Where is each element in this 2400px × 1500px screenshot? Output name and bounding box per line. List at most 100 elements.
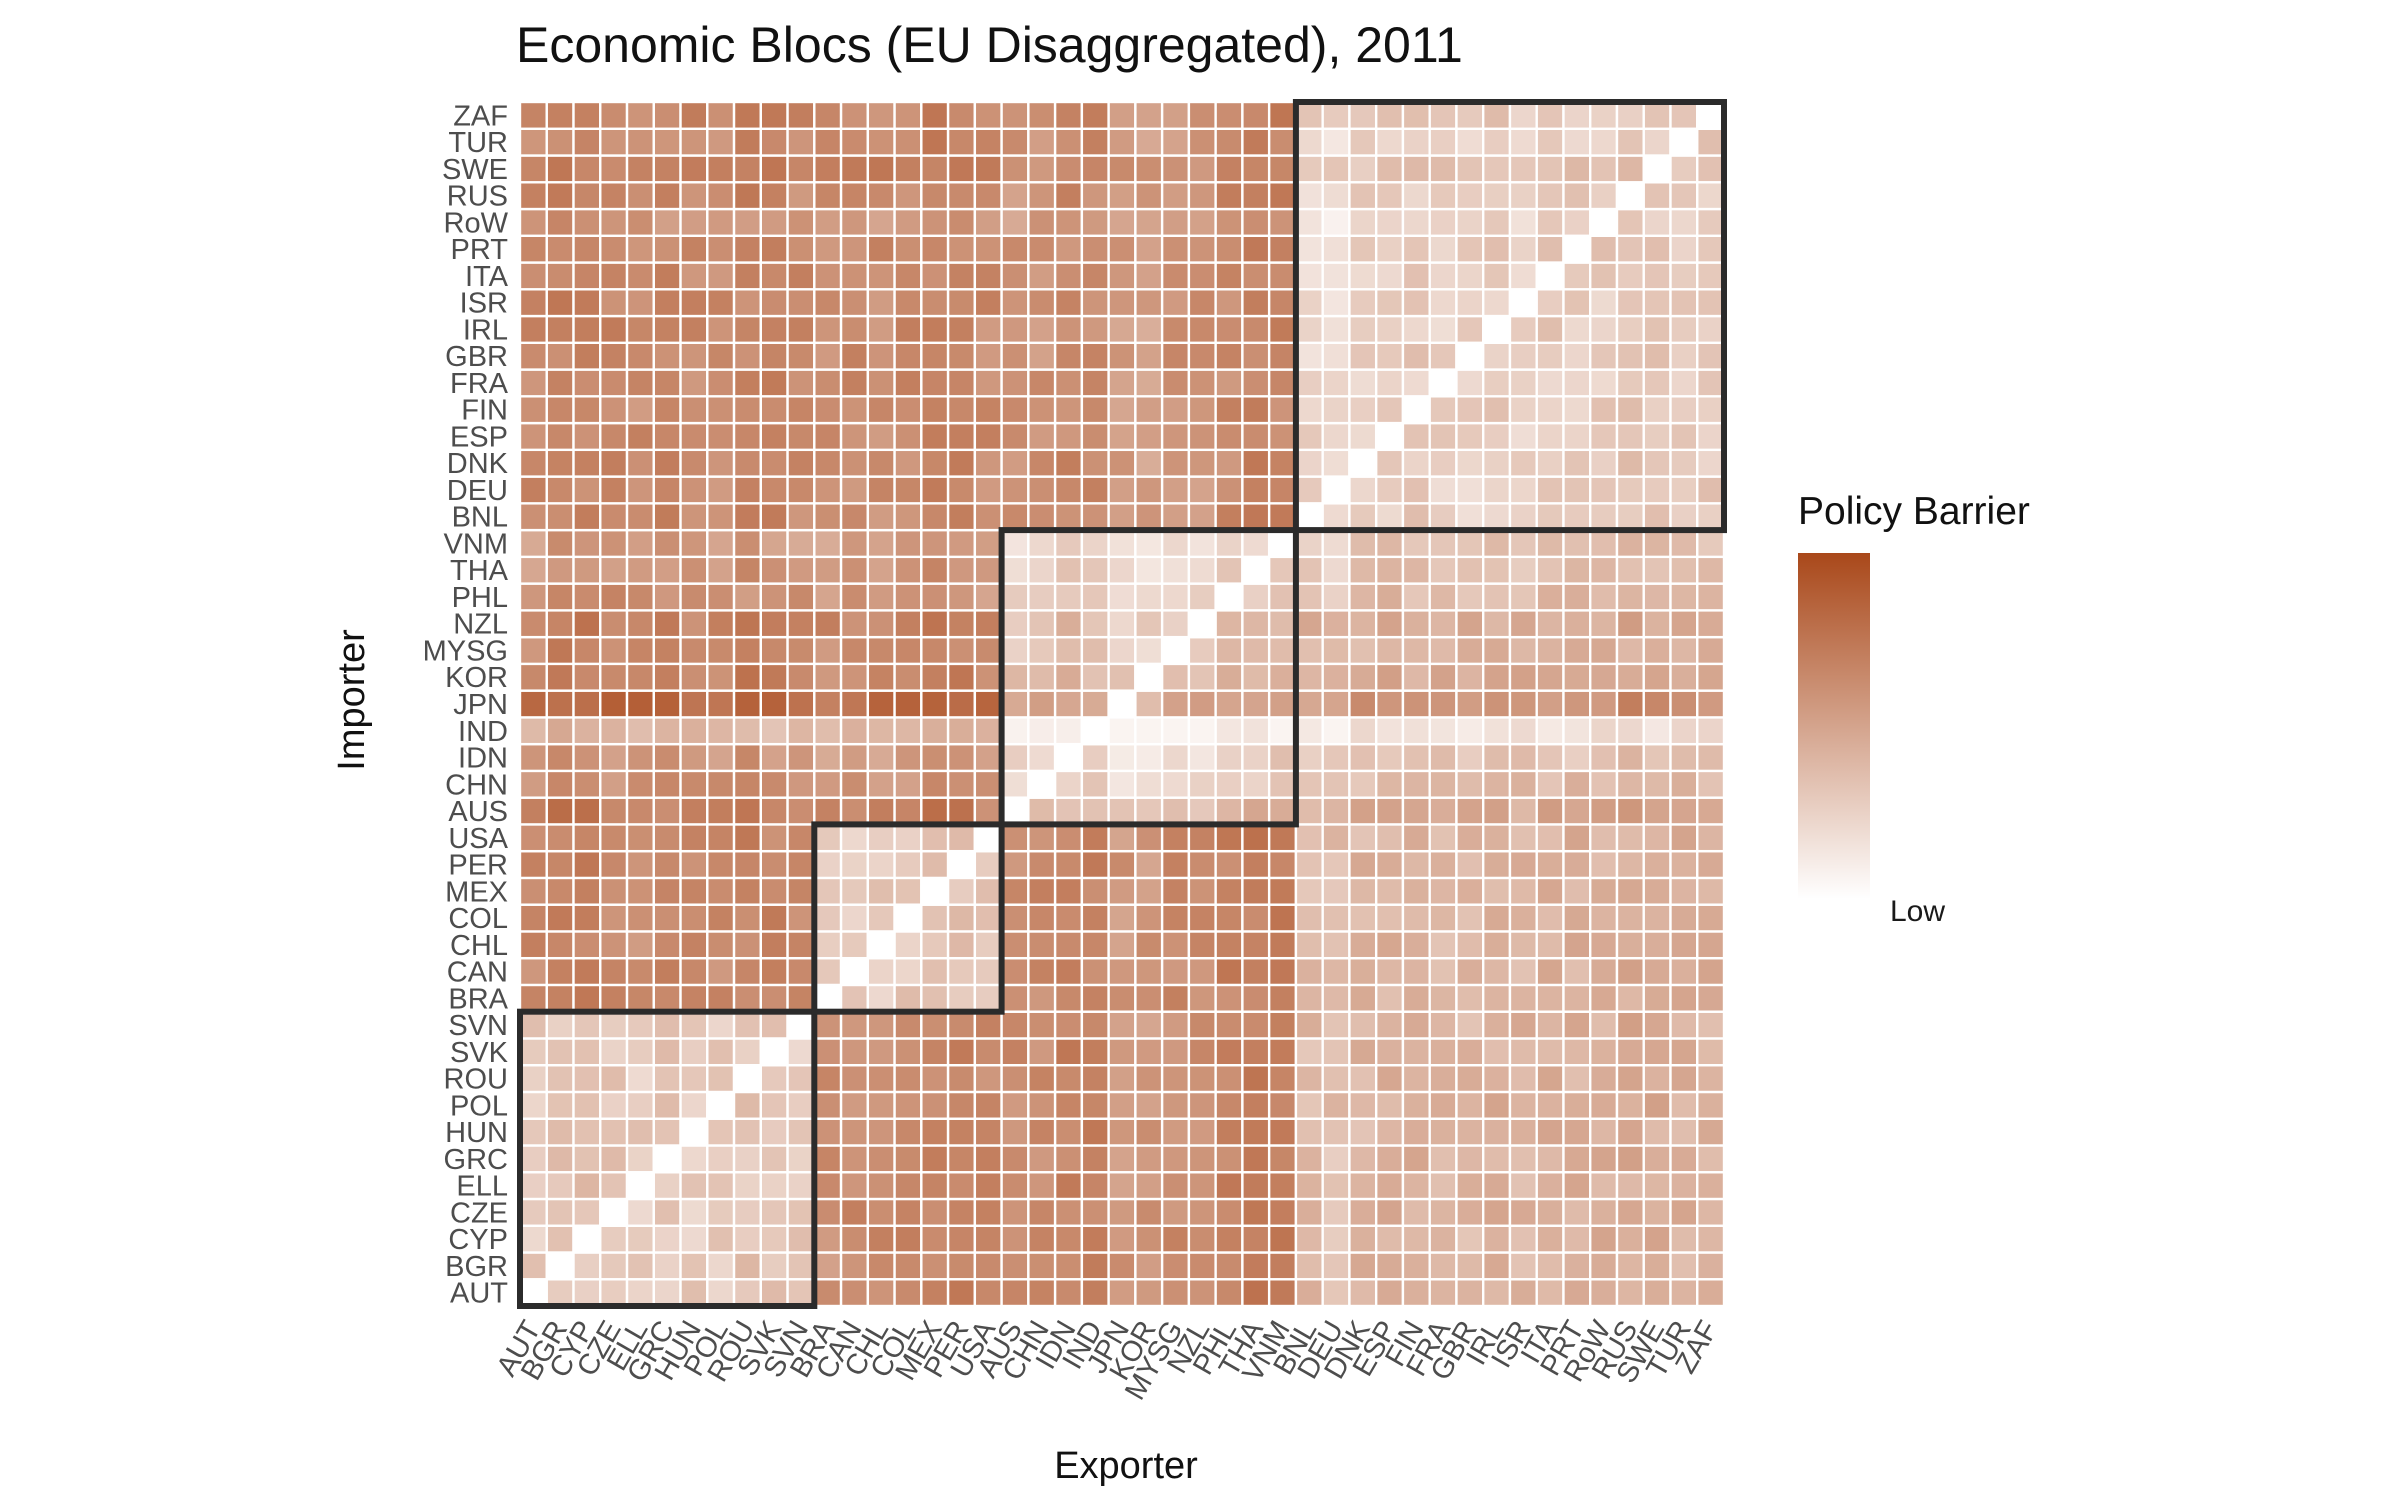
- heatmap-cell: [946, 100, 977, 130]
- heatmap-cell: [893, 368, 923, 398]
- heatmap-cell: [1535, 1117, 1565, 1147]
- heatmap-cell: [866, 876, 896, 906]
- heatmap-cell: [1535, 742, 1565, 773]
- heatmap-cell: [732, 395, 762, 425]
- heatmap-cell: [1027, 261, 1057, 291]
- heatmap-cell: [759, 288, 789, 318]
- heatmap-cell: [732, 1197, 762, 1227]
- heatmap-cell: [1187, 341, 1217, 371]
- heatmap-cell: [1642, 662, 1672, 692]
- heatmap-cell: [1455, 582, 1485, 612]
- heatmap-cell: [1348, 261, 1378, 291]
- heatmap-cell: [1615, 314, 1645, 345]
- heatmap-cell: [518, 1171, 548, 1201]
- heatmap-cell: [1562, 1224, 1592, 1254]
- heatmap-cell: [1214, 314, 1244, 345]
- heatmap-cell: [1027, 234, 1057, 264]
- heatmap-cell: [1027, 582, 1057, 612]
- heatmap-cell: [625, 876, 655, 906]
- heatmap-cell: [1160, 1224, 1191, 1254]
- heatmap-cell: [1374, 983, 1405, 1013]
- heatmap-cell: [732, 769, 762, 799]
- heatmap-cell: [1053, 127, 1084, 157]
- heatmap-cell: [1241, 288, 1271, 318]
- heatmap-cell: [786, 1197, 816, 1227]
- heatmap-cell: [706, 127, 736, 157]
- heatmap-cell: [1080, 582, 1110, 612]
- heatmap-cell: [839, 154, 870, 184]
- heatmap-cell: [679, 823, 709, 853]
- heatmap-cell: [599, 1063, 629, 1094]
- heatmap-cell: [679, 1171, 709, 1201]
- heatmap-cell: [732, 796, 762, 826]
- heatmap-cell: [572, 930, 602, 960]
- heatmap-cell: [1027, 502, 1057, 532]
- heatmap-cell: [1107, 1171, 1137, 1201]
- heatmap-cell: [1401, 1251, 1431, 1281]
- heatmap-cell: [679, 207, 709, 237]
- heatmap-cell: [973, 662, 1003, 692]
- heatmap-cell: [1107, 314, 1137, 345]
- heatmap-cell: [1669, 261, 1699, 291]
- heatmap-cell: [1241, 769, 1271, 799]
- heatmap-cell: [518, 448, 548, 478]
- heatmap-cell: [1374, 555, 1405, 585]
- heatmap-cell: [1134, 421, 1164, 452]
- heatmap-cell: [1589, 662, 1619, 692]
- heatmap-cell: [1589, 261, 1619, 291]
- heatmap-cell: [1615, 876, 1645, 906]
- heatmap-cell: [1562, 582, 1592, 612]
- heatmap-cell: [1053, 341, 1084, 371]
- heatmap-cell: [1642, 983, 1672, 1013]
- heatmap-cell: [1508, 1037, 1538, 1067]
- heatmap-cell: [572, 154, 602, 184]
- heatmap-cell: [1589, 930, 1619, 960]
- heatmap-cell: [839, 1063, 870, 1094]
- heatmap-cell: [1589, 1144, 1619, 1174]
- heatmap-cell: [706, 314, 736, 345]
- heatmap-cell: [786, 555, 816, 585]
- heatmap-cell: [1455, 100, 1485, 130]
- heatmap-cell: [973, 769, 1003, 799]
- heatmap-cell: [652, 100, 682, 130]
- heatmap-cell: [625, 234, 655, 264]
- heatmap-cell: [1481, 876, 1512, 906]
- heatmap-cell: [1027, 1224, 1057, 1254]
- heatmap-cell: [893, 207, 923, 237]
- heatmap-cell: [1401, 555, 1431, 585]
- heatmap-cell: [866, 1037, 896, 1067]
- heatmap-cell: [1187, 1117, 1217, 1147]
- y-tick-label: ITA: [465, 261, 509, 293]
- heatmap-cell: [652, 1117, 682, 1147]
- heatmap-cell: [1000, 1117, 1030, 1147]
- heatmap-cell: [1214, 1117, 1244, 1147]
- heatmap-cell: [1508, 1171, 1538, 1201]
- heatmap-cell: [839, 1278, 870, 1308]
- heatmap-cell: [1374, 609, 1405, 639]
- heatmap-cell: [1214, 876, 1244, 906]
- heatmap-cell: [1134, 395, 1164, 425]
- heatmap-cell: [973, 341, 1003, 371]
- heatmap-cell: [813, 421, 843, 452]
- heatmap-cell: [599, 207, 629, 237]
- heatmap-cell: [1160, 207, 1191, 237]
- heatmap-cell: [1348, 609, 1378, 639]
- heatmap-cell: [1348, 288, 1378, 318]
- heatmap-cell: [1214, 609, 1244, 639]
- heatmap-cell: [759, 234, 789, 264]
- heatmap-cell: [1589, 1197, 1619, 1227]
- heatmap-cell: [1696, 100, 1726, 130]
- heatmap-cell: [1589, 1090, 1619, 1120]
- heatmap-cell: [893, 1063, 923, 1094]
- heatmap-cell: [1455, 154, 1485, 184]
- heatmap-cell: [1615, 1171, 1645, 1201]
- y-tick-label: FIN: [461, 395, 508, 427]
- heatmap-cell: [920, 555, 950, 585]
- heatmap-cell: [813, 956, 843, 987]
- heatmap-cell: [1134, 1144, 1164, 1174]
- heatmap-cell: [1321, 582, 1351, 612]
- heatmap-cell: [1669, 368, 1699, 398]
- heatmap-cell: [973, 903, 1003, 933]
- heatmap-cell: [1294, 1037, 1324, 1067]
- heatmap-cell: [706, 1010, 736, 1040]
